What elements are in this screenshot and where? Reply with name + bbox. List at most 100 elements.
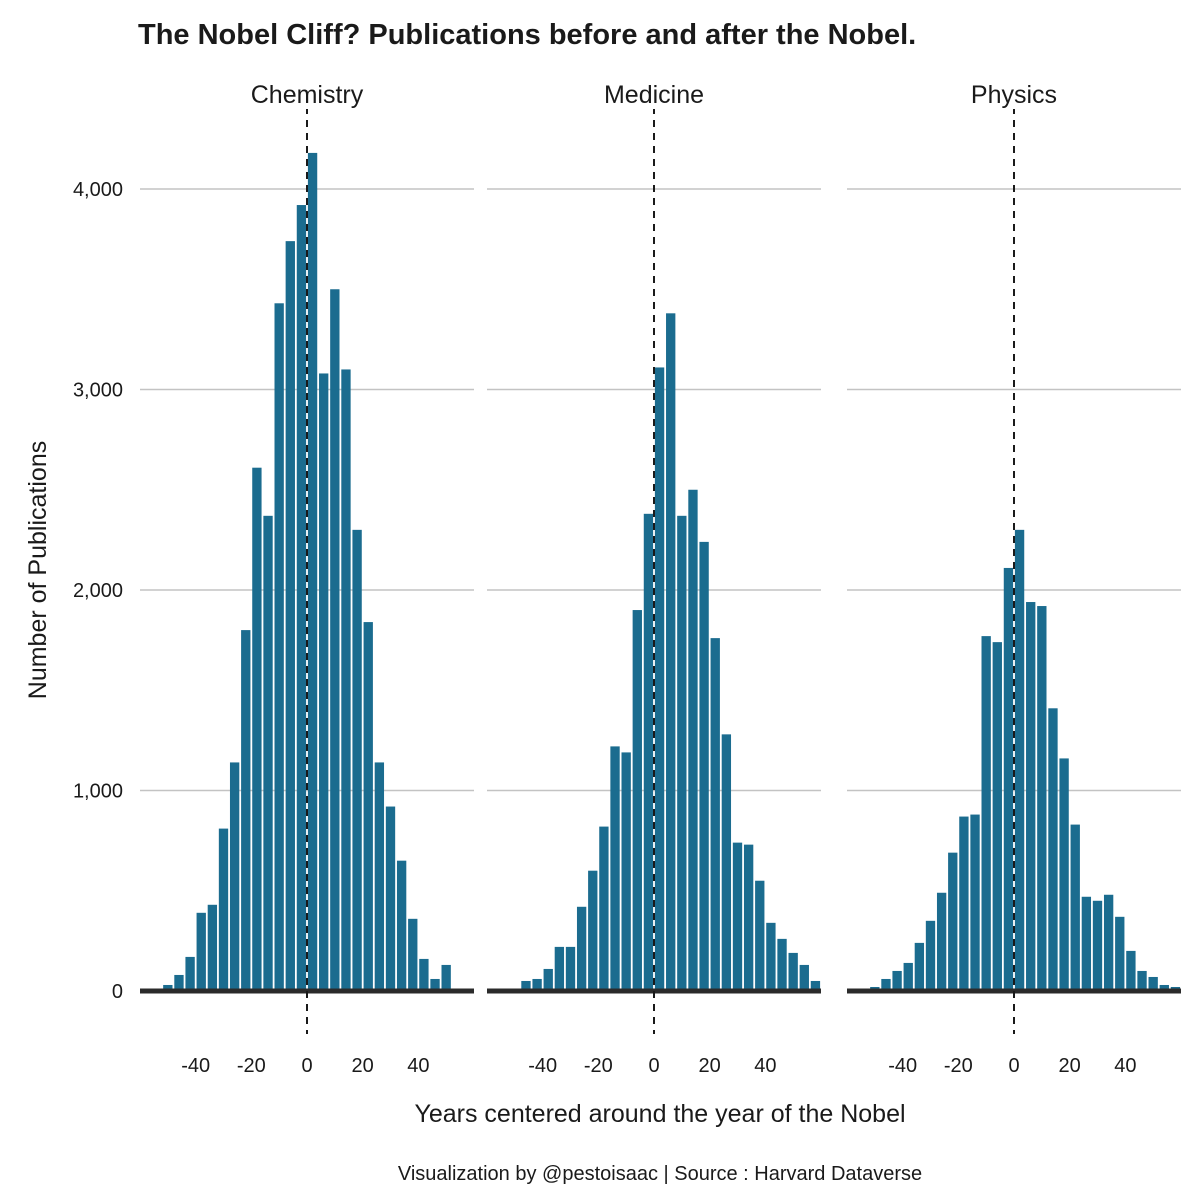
bar	[565, 946, 576, 991]
y-tick-label: 1,000	[73, 781, 123, 803]
bar	[330, 289, 340, 991]
bar	[430, 978, 440, 991]
bar	[408, 918, 418, 991]
facet-medicine: Medicine -40 -20 0 20 40	[487, 81, 821, 1077]
bar	[532, 978, 542, 991]
x-tick-label: -40	[888, 1055, 917, 1077]
x-tick-label: 20	[1059, 1055, 1081, 1077]
bar	[599, 826, 609, 991]
bar	[576, 906, 587, 991]
bar	[743, 844, 754, 991]
bar	[788, 952, 798, 991]
bar	[1026, 602, 1036, 991]
bar	[341, 369, 351, 991]
x-tick-label: 0	[301, 1055, 312, 1077]
facet-label-background	[599, 81, 709, 109]
bar	[1148, 976, 1158, 991]
bar	[610, 746, 620, 991]
x-tick-label: -20	[584, 1055, 613, 1077]
facet-label: Physics	[971, 81, 1057, 109]
bar	[721, 734, 732, 991]
x-axis-title: Years centered around the year of the No…	[414, 1100, 905, 1128]
bar	[196, 912, 206, 991]
bar	[1159, 984, 1169, 991]
x-tick-label: 40	[1114, 1055, 1136, 1077]
bar	[755, 880, 765, 991]
x-tick-label: 40	[754, 1055, 776, 1077]
facet-physics: Physics -40 -20 0 20 40	[847, 81, 1181, 1077]
x-tick-label: -20	[237, 1055, 266, 1077]
bar	[892, 970, 902, 991]
bar	[352, 529, 362, 991]
bar	[229, 762, 240, 991]
bar	[903, 962, 913, 991]
bar	[699, 541, 709, 991]
bar	[948, 852, 958, 991]
bar	[307, 152, 318, 991]
bar	[1126, 950, 1136, 991]
bar	[1048, 708, 1058, 991]
x-tick-label: -40	[528, 1055, 557, 1077]
bar	[981, 636, 991, 991]
bar	[1070, 824, 1080, 991]
y-tick-label: 4,000	[73, 179, 123, 201]
facet-label-background	[966, 81, 1062, 109]
bar	[1103, 894, 1114, 991]
bar	[1059, 758, 1069, 991]
bar	[810, 980, 821, 991]
bar	[777, 938, 787, 991]
bar	[621, 752, 631, 991]
bar	[374, 762, 385, 991]
bar	[285, 241, 295, 991]
bar	[363, 622, 373, 991]
facet-label: Medicine	[604, 81, 704, 109]
bar	[241, 630, 251, 991]
bar	[274, 303, 284, 991]
bar	[296, 205, 307, 992]
bar	[252, 467, 262, 991]
bar	[1137, 970, 1147, 991]
bar	[207, 904, 218, 991]
bar	[970, 814, 980, 991]
bar	[1081, 896, 1092, 991]
facet-label: Chemistry	[251, 81, 364, 109]
bar	[632, 610, 642, 991]
bar	[588, 870, 598, 991]
y-axis: 0 1,000 2,000 3,000 4,000	[73, 179, 123, 1003]
chart-caption: Visualization by @pestoisaac | Source : …	[398, 1163, 922, 1185]
bar	[1092, 900, 1103, 991]
bar	[799, 964, 809, 991]
bar	[163, 984, 173, 991]
bar	[218, 828, 229, 991]
bar	[185, 956, 195, 991]
bar	[263, 515, 273, 991]
bar	[766, 922, 776, 991]
x-tick-label: 20	[699, 1055, 721, 1077]
bar	[1014, 529, 1025, 991]
bar	[959, 816, 969, 991]
bar	[881, 978, 891, 991]
bar	[732, 842, 743, 991]
bar	[554, 946, 565, 991]
y-axis-title: Number of Publications	[24, 441, 52, 699]
bar	[914, 942, 925, 991]
x-tick-label: -40	[181, 1055, 210, 1077]
bar	[543, 968, 553, 991]
bar	[666, 313, 676, 991]
facet-chemistry: Chemistry -40 -20 0 20 40	[140, 81, 474, 1077]
bar	[643, 513, 654, 991]
x-tick-label: -20	[944, 1055, 973, 1077]
bar	[688, 489, 698, 991]
bar	[1115, 916, 1125, 991]
bar	[1037, 606, 1047, 991]
bar	[654, 367, 665, 991]
y-tick-label: 3,000	[73, 380, 123, 402]
y-tick-label: 2,000	[73, 580, 123, 602]
bar	[1003, 567, 1014, 991]
bar	[441, 964, 451, 991]
bar	[385, 806, 396, 991]
bar	[396, 860, 407, 991]
bar	[521, 980, 531, 991]
